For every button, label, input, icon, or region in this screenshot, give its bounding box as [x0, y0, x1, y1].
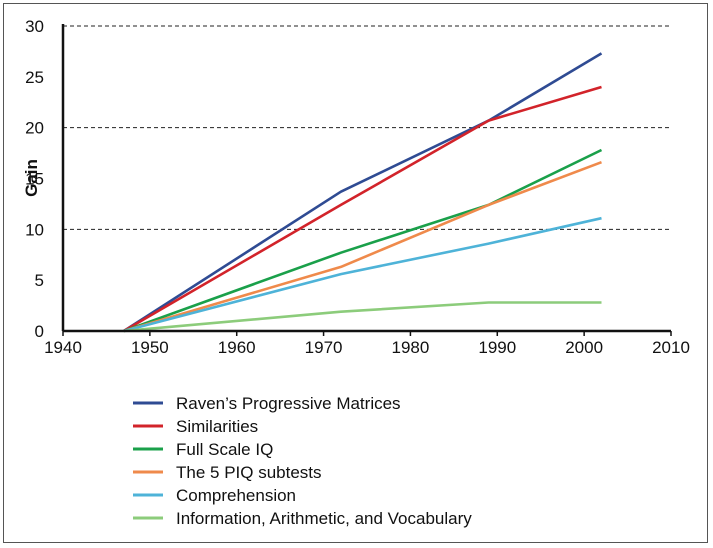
series-line-6	[123, 301, 602, 333]
legend-label-3: Full Scale IQ	[176, 440, 273, 459]
y-tick-label-20: 20	[25, 119, 44, 138]
y-tick-label-15: 15	[25, 170, 44, 189]
series-lines	[123, 52, 603, 333]
x-tick-label-1950: 1950	[131, 338, 169, 357]
x-tick-label-1940: 1940	[44, 338, 82, 357]
legend-label-1: Raven’s Progressive Matrices	[176, 394, 401, 413]
legend-label-5: Comprehension	[176, 486, 296, 505]
x-tick-label-1980: 1980	[392, 338, 430, 357]
y-tick-label-5: 5	[35, 271, 44, 290]
series-line-2	[123, 85, 602, 333]
series-line-5	[123, 216, 602, 333]
legend-label-4: The 5 PIQ subtests	[176, 463, 322, 482]
series-line-3	[123, 148, 603, 333]
y-axis-label: Gain	[22, 159, 41, 197]
y-tick-label-10: 10	[25, 220, 44, 239]
legend-label-2: Similarities	[176, 417, 258, 436]
legend: Raven’s Progressive Matrices Similarities…	[133, 394, 472, 528]
tick-labels: 0 5 10 15 20 25 30 1940 1950 1960 1970 1980 1990 2000…	[25, 17, 690, 357]
series-line-1	[123, 52, 603, 333]
gridlines	[63, 25, 671, 230]
y-tick-label-0: 0	[35, 322, 44, 341]
x-tick-label-1970: 1970	[305, 338, 343, 357]
legend-label-6: Information, Arithmetic, and Vocabulary	[176, 509, 472, 528]
x-tick-label-1960: 1960	[218, 338, 256, 357]
chart-frame	[3, 3, 708, 543]
y-tick-label-25: 25	[25, 68, 44, 87]
x-tick-label-1990: 1990	[478, 338, 516, 357]
series-line-4	[123, 160, 602, 333]
y-tick-label-30: 30	[25, 17, 44, 36]
axes	[61, 24, 671, 333]
x-tick-label-2000: 2000	[565, 338, 603, 357]
x-tick-label-2010: 2010	[652, 338, 690, 357]
